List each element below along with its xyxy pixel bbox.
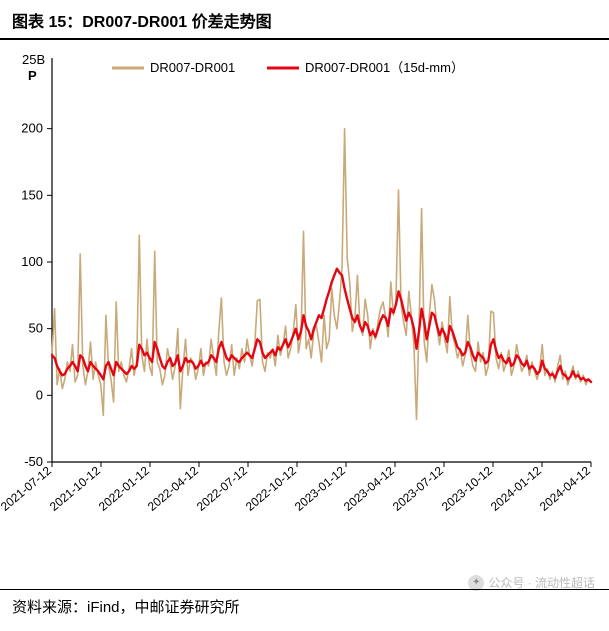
svg-text:0: 0	[36, 387, 43, 402]
chart-area: -500501001502002021-07-122021-10-122022-…	[0, 40, 609, 560]
chart-title: 图表 15：DR007-DR001 价差走势图	[0, 0, 609, 40]
source-text: 资料来源：iFind，中邮证券研究所	[0, 589, 609, 623]
svg-text:P: P	[28, 68, 37, 83]
svg-text:200: 200	[21, 121, 43, 136]
svg-text:25B: 25B	[22, 52, 45, 67]
svg-text:50: 50	[29, 321, 43, 336]
svg-text:DR007-DR001（15d-mm）: DR007-DR001（15d-mm）	[305, 60, 464, 75]
svg-text:100: 100	[21, 254, 43, 269]
svg-text:150: 150	[21, 187, 43, 202]
svg-text:DR007-DR001: DR007-DR001	[150, 60, 235, 75]
